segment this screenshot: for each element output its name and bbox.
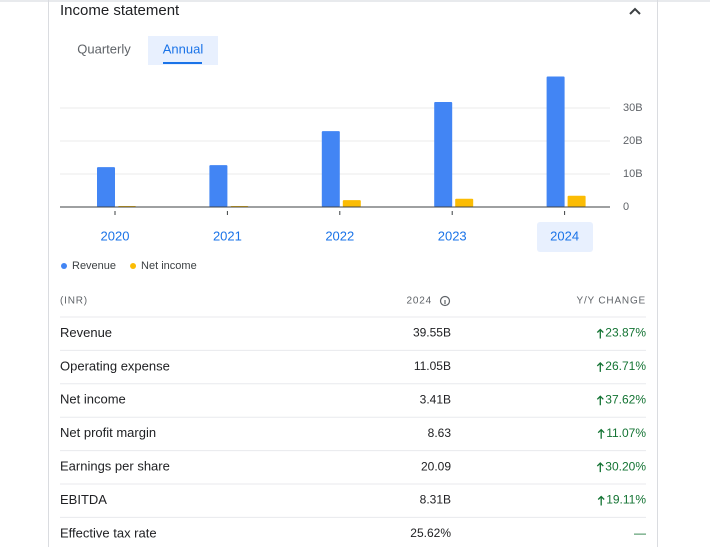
x-tick-label[interactable]: 2024 [550, 228, 579, 243]
legend-label: Revenue [72, 260, 116, 272]
row-change: — [634, 526, 646, 540]
row-change: 30.20% [605, 459, 646, 473]
row-value: 11.05B [414, 359, 451, 373]
row-label: Earnings per share [60, 459, 170, 474]
x-tick-label[interactable]: 2022 [325, 228, 354, 243]
y-tick-label: 20B [623, 135, 643, 147]
up-arrow [597, 495, 605, 506]
bar [209, 165, 228, 207]
row-label: EBITDA [60, 492, 107, 507]
tab-underline [163, 62, 202, 64]
y-tick-label: 30B [623, 102, 643, 114]
bar [97, 167, 115, 207]
row-value: 8.63 [428, 426, 452, 440]
legend-label: Net income [141, 260, 197, 272]
legend-swatch [61, 263, 67, 269]
legend-swatch [130, 263, 137, 269]
up-arrow [596, 328, 604, 339]
bar [455, 198, 474, 207]
column-header: (INR) [60, 296, 88, 307]
x-tick-label[interactable]: 2023 [438, 228, 467, 243]
up-arrow [596, 395, 604, 406]
bar [546, 76, 565, 207]
y-tick-label: 0 [623, 201, 629, 213]
y-tick-label: 10B [623, 168, 643, 180]
row-change: 11.07% [606, 426, 646, 440]
up-arrow [596, 361, 604, 372]
column-header: 2024 [407, 296, 432, 307]
row-change: 26.71% [605, 359, 646, 373]
row-value: 25.62% [410, 526, 451, 540]
top-border [0, 0, 710, 2]
up-arrow [597, 428, 605, 439]
row-value: 8.31B [420, 493, 451, 507]
bar [342, 200, 361, 207]
tab[interactable]: Quarterly [77, 41, 131, 56]
bar [567, 195, 586, 207]
row-value: 39.55B [413, 326, 451, 340]
selected-year-bg [537, 222, 593, 252]
tab-active-bg [148, 36, 218, 65]
row-label: Revenue [60, 325, 112, 340]
row-label: Effective tax rate [60, 525, 157, 540]
row-change: 37.62% [605, 392, 646, 406]
row-label: Operating expense [60, 358, 170, 373]
x-tick-label[interactable]: 2021 [213, 228, 242, 243]
row-label: Net income [60, 392, 126, 407]
card-title: Income statement [60, 2, 180, 19]
row-value: 20.09 [421, 459, 451, 473]
row-change: 23.87% [605, 326, 646, 340]
bar [434, 102, 453, 207]
tab[interactable]: Annual [163, 41, 204, 56]
collapse-button[interactable] [629, 7, 641, 15]
x-tick-label[interactable]: 2020 [101, 228, 130, 243]
bar [321, 131, 340, 207]
row-change: 19.11% [606, 493, 646, 507]
row-value: 3.41B [420, 392, 451, 406]
info-icon[interactable] [439, 295, 451, 307]
column-header: Y/Y CHANGE [577, 296, 647, 307]
row-label: Net profit margin [60, 425, 156, 440]
up-arrow [596, 462, 604, 473]
